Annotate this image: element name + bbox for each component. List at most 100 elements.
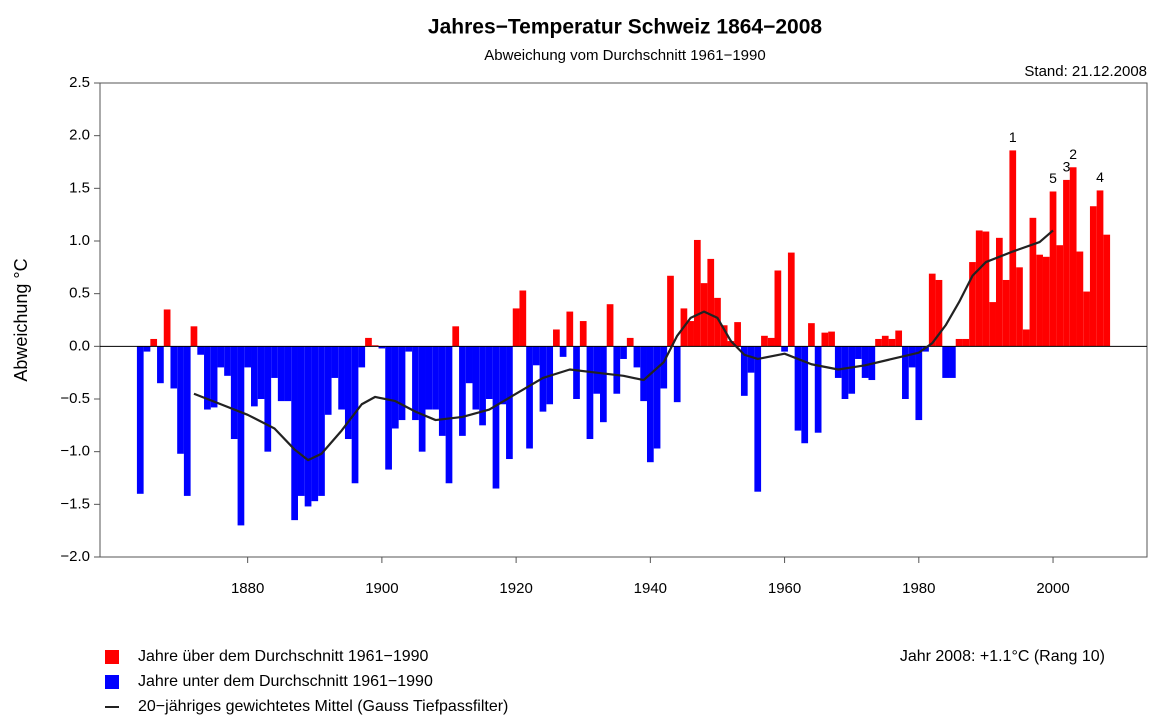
bar [1076,251,1084,347]
bar [1083,291,1090,347]
bar [472,346,480,410]
bar [781,346,788,352]
rank-label: 4 [1096,169,1104,185]
bar [136,346,144,494]
bar [801,346,809,444]
bar [888,338,896,347]
x-tick-label: 1980 [902,580,935,597]
bar [170,346,178,389]
bar [183,346,191,496]
bar [479,346,486,426]
bar [177,346,184,454]
bar [1042,256,1050,347]
bar [633,346,641,368]
bar [653,346,661,449]
bar [459,346,466,436]
bar [553,329,560,347]
bar [848,346,856,394]
bar [1029,217,1037,347]
bar [667,275,674,347]
bar [251,346,258,407]
y-tick-label: −2.0 [60,548,90,565]
bar [157,346,164,384]
bar [371,345,379,347]
bar [687,321,694,347]
bar [962,338,970,347]
bar [432,346,439,410]
bar [190,326,198,347]
rank-label: 1 [1009,129,1017,145]
x-tick-label: 1920 [499,580,532,597]
bar [794,346,802,431]
bar [955,338,963,347]
bar [532,346,540,366]
bar [1002,279,1010,347]
bar [297,346,305,496]
bar [828,331,835,347]
y-axis-label: Abweichung °C [11,258,31,381]
bar [465,346,473,384]
bar [720,325,728,347]
bar [398,346,406,421]
bar [1009,150,1017,347]
bar [740,346,748,396]
y-tick-label: 2.5 [69,74,90,91]
bar [163,309,171,347]
bar [204,346,211,410]
bar [485,346,493,399]
bar [378,346,386,349]
bar [1036,254,1043,347]
bar [338,346,345,410]
chart-title: Jahres−Temperatur Schweiz 1864−2008 [428,16,823,39]
bar [881,335,889,347]
bar [982,231,990,347]
bar [640,346,647,402]
bar [197,346,205,355]
bar [600,346,607,423]
plot-frame [99,82,1148,558]
bar [841,346,849,399]
bar [1049,191,1057,347]
x-tick-label: 1880 [231,580,264,597]
y-tick-label: −1.0 [60,443,90,460]
bar [660,346,668,389]
bar [1069,167,1077,347]
bar [754,346,762,492]
bar [1089,206,1097,347]
bar [1103,234,1111,347]
bar [1056,245,1064,347]
bar [412,346,419,421]
bar [257,346,265,399]
rank-label: 5 [1049,170,1057,186]
bar [526,346,533,449]
bar [230,346,238,440]
legend-label: 20−jähriges gewichtetes Mittel (Gauss Ti… [138,698,508,715]
bar [358,346,366,368]
bar [693,239,701,347]
bar [928,273,936,347]
bar [318,346,325,496]
bar [714,297,721,347]
bar [875,338,882,347]
bar [814,346,822,433]
stand: Stand: 21.12.2008 [1024,63,1147,80]
bar [224,346,231,376]
bar [834,346,842,378]
bar [626,337,634,347]
bar [579,321,587,347]
y-tick-label: −1.5 [60,495,90,512]
bar [438,346,446,436]
bar [707,258,715,347]
bar [492,346,500,489]
bar [452,326,460,347]
rank-label: 3 [1063,159,1071,175]
bar [593,346,601,394]
bar [284,346,292,402]
bar [566,311,574,347]
bar [1022,329,1030,347]
bar [774,270,782,347]
bar [217,346,225,368]
bar [727,341,735,347]
bar [747,346,755,373]
y-tick-label: −0.5 [60,390,90,407]
